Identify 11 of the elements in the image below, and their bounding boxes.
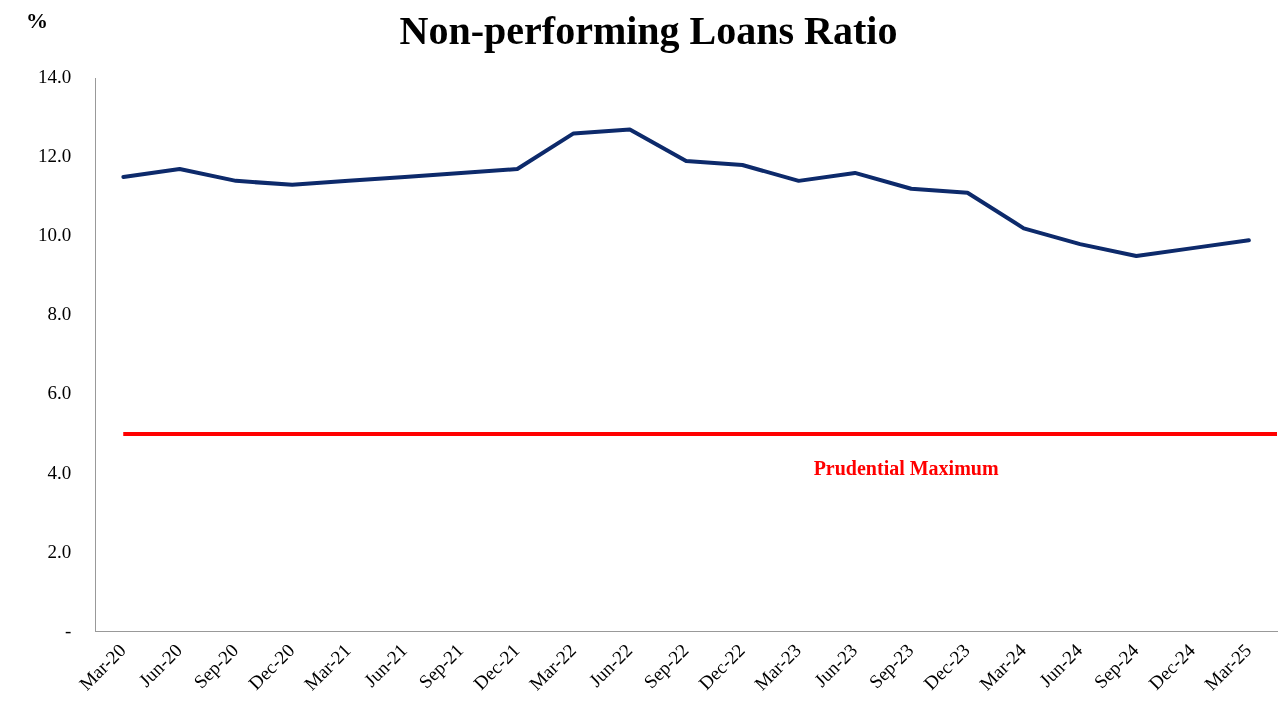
y-tick-label: 6.0 (47, 382, 72, 404)
y-tick-label: - (64, 619, 72, 641)
y-tick-label: 2.0 (47, 540, 72, 562)
y-tick-label: 4.0 (47, 461, 72, 483)
ref-line-label: Prudential Maximum (813, 457, 999, 480)
y-tick-label: 12.0 (38, 145, 72, 167)
chart-title: Non-performing Loans Ratio (399, 8, 898, 54)
y-axis-title: % (26, 7, 48, 33)
y-tick-label: 14.0 (38, 65, 72, 87)
y-tick-label: 10.0 (38, 224, 72, 246)
y-tick-label: 8.0 (47, 303, 72, 325)
